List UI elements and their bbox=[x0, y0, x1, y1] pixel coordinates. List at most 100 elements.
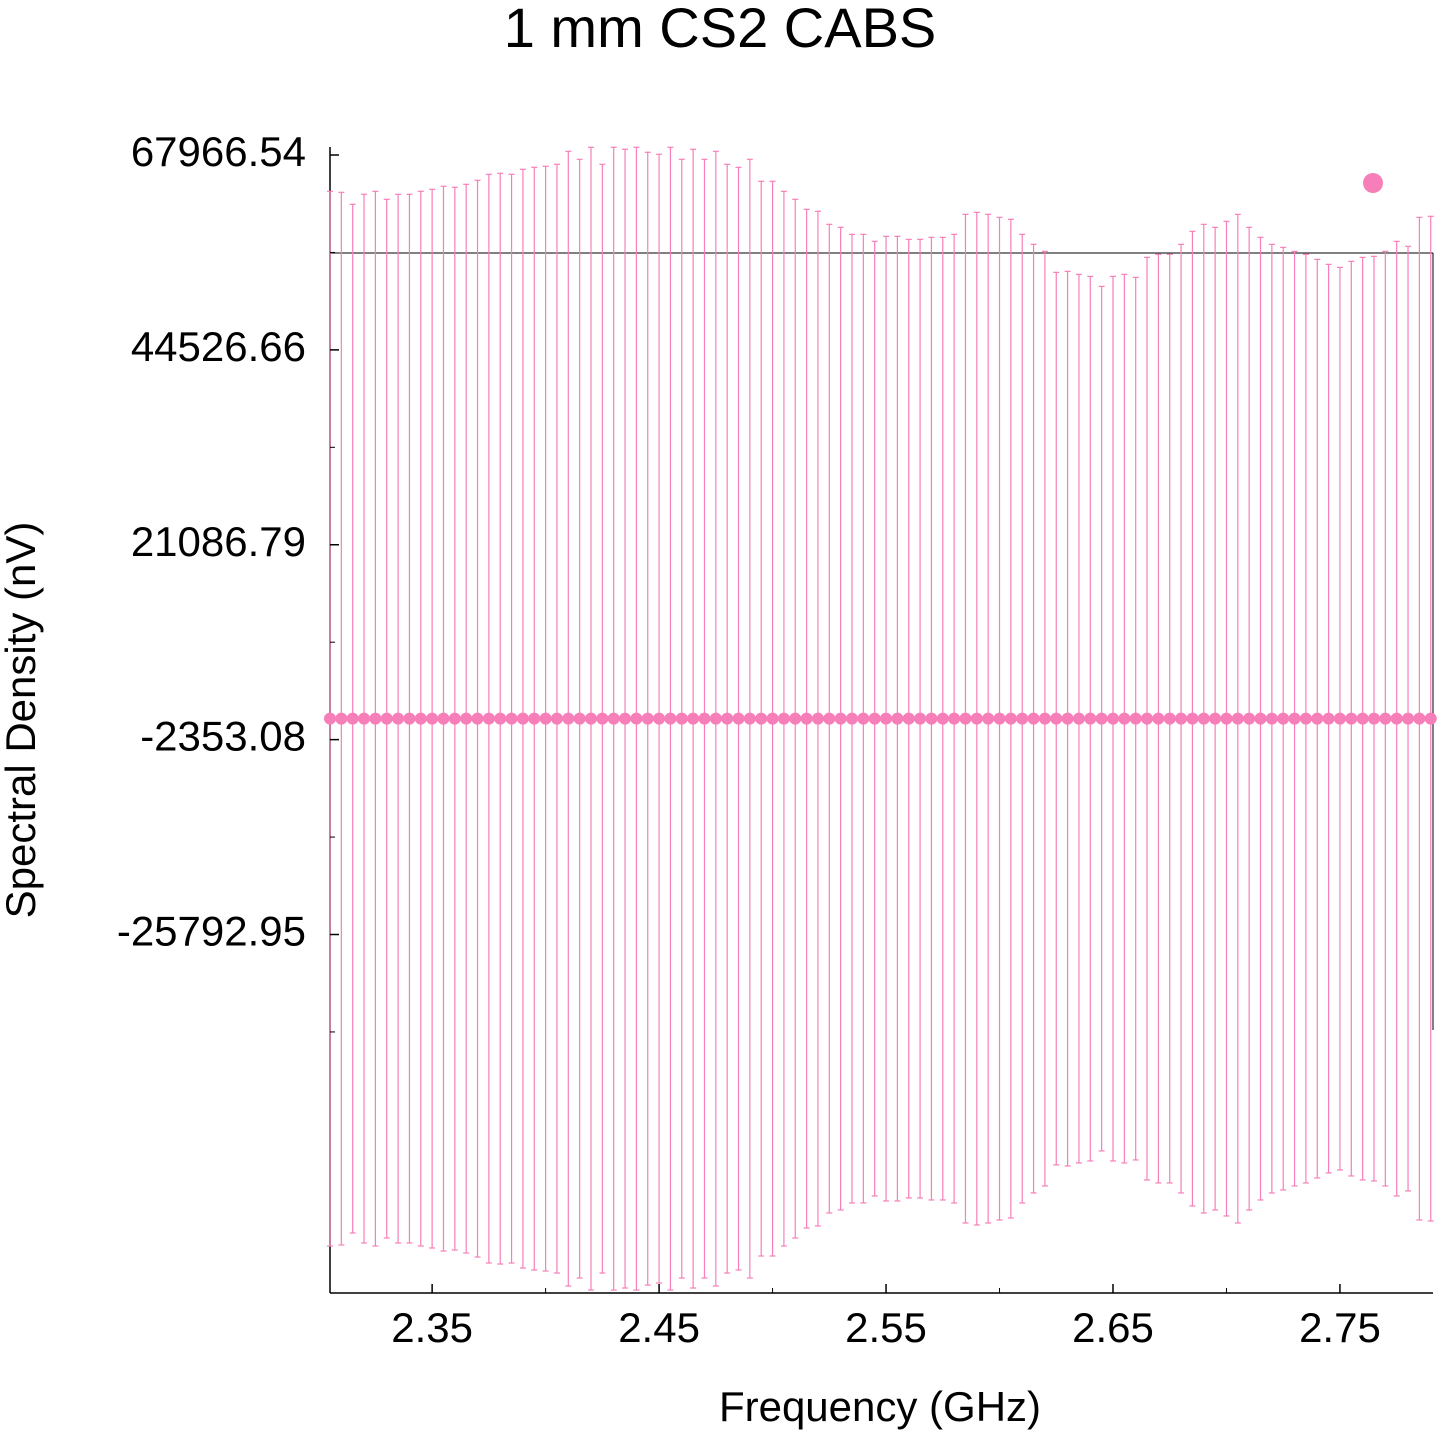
point bbox=[1243, 712, 1256, 725]
y-axis-title: Spectral Density (nV) bbox=[0, 522, 44, 919]
point bbox=[573, 712, 586, 725]
point bbox=[698, 712, 711, 725]
point bbox=[1072, 712, 1085, 725]
point bbox=[800, 712, 813, 725]
point bbox=[1322, 712, 1335, 725]
point bbox=[550, 712, 563, 725]
point bbox=[993, 712, 1006, 725]
point bbox=[857, 712, 870, 725]
point bbox=[1016, 712, 1029, 725]
point bbox=[437, 712, 450, 725]
x-tick-label: 2.75 bbox=[1299, 1304, 1381, 1351]
point bbox=[1402, 712, 1415, 725]
y-tick-label: 67966.54 bbox=[131, 128, 306, 175]
point bbox=[584, 712, 597, 725]
point bbox=[619, 712, 632, 725]
point bbox=[1175, 712, 1188, 725]
point bbox=[687, 712, 700, 725]
point bbox=[891, 712, 904, 725]
point bbox=[743, 712, 756, 725]
plot-area bbox=[324, 146, 1437, 1291]
point bbox=[1220, 712, 1233, 725]
point bbox=[982, 712, 995, 725]
point bbox=[675, 712, 688, 725]
point bbox=[1390, 712, 1403, 725]
point bbox=[948, 712, 961, 725]
point bbox=[1106, 712, 1119, 725]
y-tick-label: -2353.08 bbox=[140, 713, 306, 760]
point bbox=[1413, 712, 1426, 725]
point bbox=[1231, 712, 1244, 725]
point bbox=[1118, 712, 1131, 725]
point bbox=[914, 712, 927, 725]
point bbox=[1129, 712, 1142, 725]
x-tick-label: 2.55 bbox=[845, 1304, 927, 1351]
point bbox=[1095, 712, 1108, 725]
point bbox=[1152, 712, 1165, 725]
x-axis-title: Frequency (GHz) bbox=[719, 1383, 1041, 1430]
point bbox=[1333, 712, 1346, 725]
point bbox=[380, 712, 393, 725]
point bbox=[766, 712, 779, 725]
point bbox=[653, 712, 666, 725]
point bbox=[641, 712, 654, 725]
point bbox=[925, 712, 938, 725]
point bbox=[732, 712, 745, 725]
point bbox=[1061, 712, 1074, 725]
point bbox=[403, 712, 416, 725]
point bbox=[936, 712, 949, 725]
x-tick-label: 2.45 bbox=[618, 1304, 700, 1351]
y-tick-label: 44526.66 bbox=[131, 323, 306, 370]
x-tick-label: 2.65 bbox=[1072, 1304, 1154, 1351]
point bbox=[596, 712, 609, 725]
point bbox=[970, 712, 983, 725]
point bbox=[392, 712, 405, 725]
point bbox=[1311, 712, 1324, 725]
point bbox=[426, 712, 439, 725]
point bbox=[709, 712, 722, 725]
y-tick-label: 21086.79 bbox=[131, 518, 306, 565]
point bbox=[1038, 712, 1051, 725]
point bbox=[1254, 712, 1267, 725]
point bbox=[516, 712, 529, 725]
point bbox=[959, 712, 972, 725]
point bbox=[528, 712, 541, 725]
point bbox=[834, 712, 847, 725]
point bbox=[1084, 712, 1097, 725]
point bbox=[1424, 712, 1437, 725]
point bbox=[823, 712, 836, 725]
point bbox=[1027, 712, 1040, 725]
point bbox=[721, 712, 734, 725]
point bbox=[335, 712, 348, 725]
point bbox=[369, 712, 382, 725]
point bbox=[1141, 712, 1154, 725]
point bbox=[868, 712, 881, 725]
point bbox=[1265, 712, 1278, 725]
point bbox=[607, 712, 620, 725]
point bbox=[1197, 712, 1210, 725]
point bbox=[562, 712, 575, 725]
point bbox=[789, 712, 802, 725]
point bbox=[664, 712, 677, 725]
point bbox=[482, 712, 495, 725]
point bbox=[1379, 712, 1392, 725]
point bbox=[414, 712, 427, 725]
point bbox=[630, 712, 643, 725]
point bbox=[880, 712, 893, 725]
legend-marker bbox=[1363, 173, 1383, 193]
point bbox=[460, 712, 473, 725]
point bbox=[845, 712, 858, 725]
point bbox=[471, 712, 484, 725]
point bbox=[1163, 712, 1176, 725]
point bbox=[1345, 712, 1358, 725]
point bbox=[1277, 712, 1290, 725]
point bbox=[1186, 712, 1199, 725]
point bbox=[324, 712, 336, 725]
point bbox=[539, 712, 552, 725]
point bbox=[1288, 712, 1301, 725]
point bbox=[811, 712, 824, 725]
y-tick-label: -25792.95 bbox=[117, 908, 306, 955]
point bbox=[494, 712, 507, 725]
point bbox=[358, 712, 371, 725]
